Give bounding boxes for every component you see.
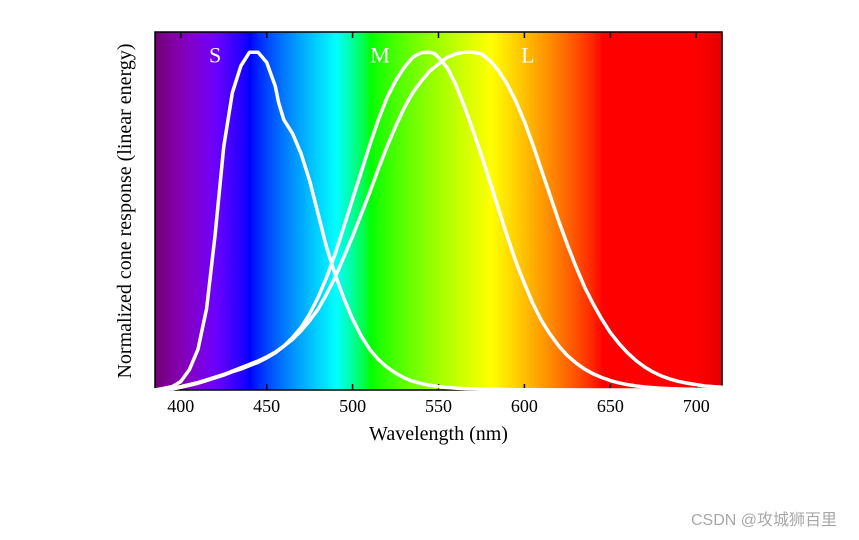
y-axis-label: Normalized cone response (linear energy) (114, 43, 136, 378)
watermark-text: CSDN @攻城狮百里 (691, 506, 837, 530)
curve-label-m: M (370, 42, 390, 67)
x-tick-label: 450 (253, 396, 280, 416)
x-tick-label: 550 (425, 396, 452, 416)
x-tick-label: 700 (683, 396, 710, 416)
spectrum-background (155, 32, 723, 390)
curve-label-s: S (209, 42, 221, 67)
cone-response-chart: 400 450 500 550 600 650 700 Wavelength (nm) Norm… (110, 20, 730, 465)
x-tick-label: 600 (511, 396, 538, 416)
x-tick-label: 500 (339, 396, 366, 416)
curve-label-l: L (521, 42, 534, 67)
x-axis-label: Wavelength (nm) (369, 423, 508, 445)
x-tick-label: 650 (597, 396, 624, 416)
x-tick-label: 400 (167, 396, 194, 416)
